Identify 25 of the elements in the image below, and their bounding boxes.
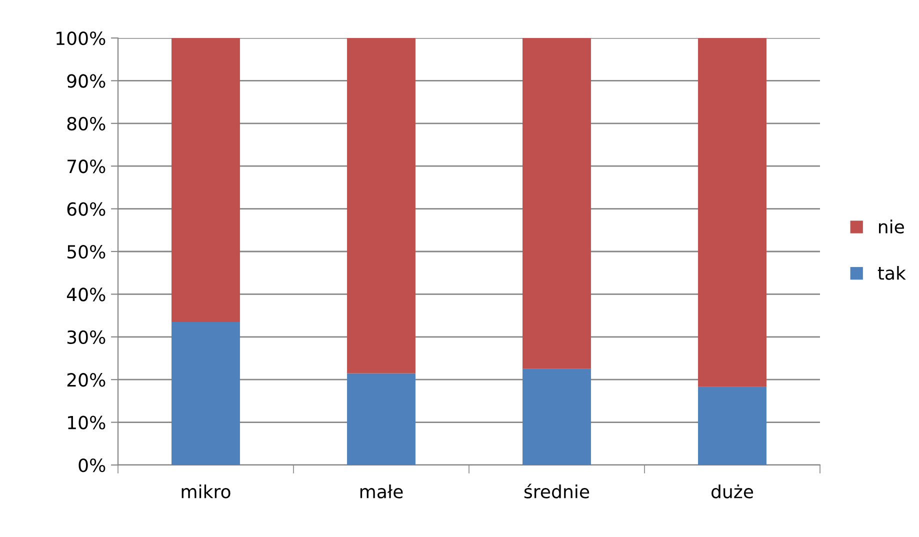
y-tick-label: 60% — [67, 202, 106, 216]
bar — [522, 38, 591, 369]
legend-label: tak — [878, 266, 906, 280]
y-tick-label: 40% — [66, 288, 106, 302]
x-tick-label: małe — [360, 484, 403, 498]
y-tick-label: 10% — [68, 416, 106, 430]
x-tick-label: mikro — [182, 484, 230, 498]
y-tick-label: 20% — [67, 373, 106, 387]
y-tick-label: 50% — [67, 244, 106, 259]
y-tick-label: 70% — [68, 160, 106, 174]
bar — [172, 38, 240, 322]
y-tick-label: 0% — [78, 458, 106, 472]
bar — [172, 322, 240, 465]
y-tick-label: 100% — [56, 31, 106, 46]
bar — [698, 38, 766, 387]
bar — [522, 368, 591, 465]
y-tick-label: 30% — [67, 330, 106, 344]
bar — [347, 373, 416, 465]
x-tick-label: duże — [712, 484, 754, 498]
bar — [347, 38, 416, 374]
bar — [698, 386, 766, 465]
y-tick-label: 80% — [67, 116, 106, 131]
legend-label: nie — [879, 220, 904, 234]
x-tick-label: średnie — [524, 484, 590, 498]
y-tick-label: 90% — [67, 74, 106, 88]
